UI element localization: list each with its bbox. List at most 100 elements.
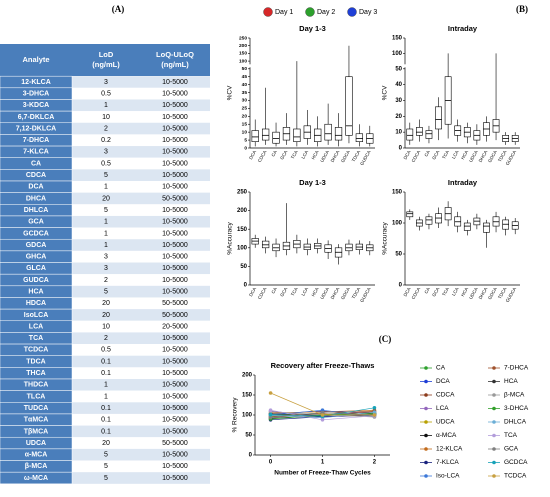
row-bg xyxy=(72,344,210,356)
table-cell: 1 xyxy=(104,393,108,400)
table-cell: 10-5000 xyxy=(162,102,188,109)
legend-label: TCA xyxy=(504,432,518,439)
x-tick-label: TDCA xyxy=(497,150,507,163)
table-cell: 20 xyxy=(102,312,110,319)
point xyxy=(320,418,325,422)
legend-label: 3-DHCA xyxy=(504,405,529,412)
panel-label: (B) xyxy=(516,4,528,14)
x-tick-label: GDCA xyxy=(340,150,351,164)
x-tick-label: CDCA xyxy=(257,287,268,301)
box xyxy=(345,76,353,136)
table-cell: 1 xyxy=(104,230,108,237)
y-tick-label: 30 xyxy=(242,98,248,104)
x-tick-label: DCA xyxy=(403,150,412,161)
table-cell: α-MCA xyxy=(25,452,48,459)
row-bg xyxy=(72,215,210,228)
legend-marker xyxy=(492,420,496,424)
table-cell: 3-DHCA xyxy=(23,90,49,97)
legend-label: Iso-LCA xyxy=(436,473,460,480)
legend-label: GCDCA xyxy=(504,459,528,466)
x-tick-label: TDCA xyxy=(497,287,507,300)
legend-label: GCA xyxy=(504,446,519,453)
row-bg xyxy=(72,413,210,426)
legend-marker xyxy=(492,379,496,384)
box xyxy=(425,216,433,225)
table-cell: 10-5000 xyxy=(162,160,188,167)
point xyxy=(372,410,377,415)
row-bg xyxy=(72,169,210,181)
y-tick-label: 100 xyxy=(392,221,403,227)
table-cell: 1 xyxy=(104,382,108,389)
x-tick-label: TCA xyxy=(290,150,299,160)
table-cell: TCDCA xyxy=(24,347,49,354)
header-cell: (ng/mL) xyxy=(161,60,189,69)
chart-title: Intraday xyxy=(448,178,478,187)
table-cell: 10-5000 xyxy=(162,277,188,284)
table-cell: 10-5000 xyxy=(162,219,188,226)
row-bg xyxy=(72,460,210,473)
y-tick-label: 150 xyxy=(237,227,248,233)
legend-marker xyxy=(424,433,428,438)
y-tick-label: 30 xyxy=(395,98,402,104)
table-cell: 20-5000 xyxy=(162,323,188,330)
table-cell: 10-5000 xyxy=(162,417,188,424)
axis-break xyxy=(248,64,252,68)
table-cell: 50-5000 xyxy=(162,300,188,307)
y-tick-label: 5 xyxy=(244,137,247,143)
y-tick-label: 150 xyxy=(392,190,403,196)
y-axis-label: %CV xyxy=(227,85,234,100)
x-tick-label: GDCA xyxy=(487,150,498,164)
legend-label: CDCA xyxy=(436,392,455,399)
x-tick-label: UDCA xyxy=(468,287,479,301)
box xyxy=(483,222,490,233)
legend-marker xyxy=(424,447,428,451)
box xyxy=(463,222,471,231)
y-tick-label: 50 xyxy=(245,433,252,439)
point xyxy=(268,415,273,420)
point xyxy=(268,412,273,417)
table-cell: 10-5000 xyxy=(162,114,188,121)
x-tick-label: HCA xyxy=(460,287,469,298)
table-cell: 10 xyxy=(102,323,110,330)
legend-marker xyxy=(424,474,428,478)
x-tick-label: DHCA xyxy=(478,287,489,301)
x-tick-label: GDCA xyxy=(340,287,351,301)
legend-marker xyxy=(492,433,496,438)
table-cell: 5 xyxy=(104,288,108,295)
y-tick-label: 250 xyxy=(239,35,247,41)
chart-title: Day 1-3 xyxy=(299,178,326,187)
table-cell: 10-5000 xyxy=(162,149,188,156)
y-tick-label: 35 xyxy=(242,90,248,96)
x-tick-label: GDCA xyxy=(487,287,498,301)
table-cell: 7-DHCA xyxy=(23,137,49,144)
row-bg xyxy=(72,285,210,298)
panel-label: (A) xyxy=(112,4,125,14)
table-cell: DHCA xyxy=(26,195,46,202)
x-tick-label: DHCA xyxy=(330,287,341,301)
y-tick-label: 40 xyxy=(242,82,248,88)
x-tick-label: 1 xyxy=(321,460,325,466)
row-bg xyxy=(72,181,210,193)
table-cell: 3 xyxy=(104,254,108,261)
table-cell: 1 xyxy=(104,184,108,191)
table-cell: 10-5000 xyxy=(162,172,188,179)
table-cell: 10-5000 xyxy=(162,393,188,400)
legend-label: DHLCA xyxy=(504,419,527,426)
table-cell: TUDCA xyxy=(24,405,49,412)
table-cell: CDCA xyxy=(26,172,46,179)
box xyxy=(293,128,301,142)
legend-marker xyxy=(424,406,428,411)
table-cell: GCA xyxy=(28,219,44,226)
y-tick-label: 200 xyxy=(242,373,253,379)
row-bg xyxy=(72,297,210,310)
legend-label: β-MCA xyxy=(504,392,525,399)
x-tick-label: UDCA xyxy=(468,150,479,164)
y-tick-label: 0 xyxy=(249,453,253,459)
row-bg xyxy=(72,192,210,205)
table-cell: TβMCA xyxy=(24,428,49,435)
row-bg xyxy=(72,355,210,368)
y-tick-label: 150 xyxy=(239,51,247,57)
table-cell: 0.5 xyxy=(101,160,111,167)
table-cell: 2 xyxy=(104,277,108,284)
table-cell: TDCA xyxy=(26,358,45,365)
